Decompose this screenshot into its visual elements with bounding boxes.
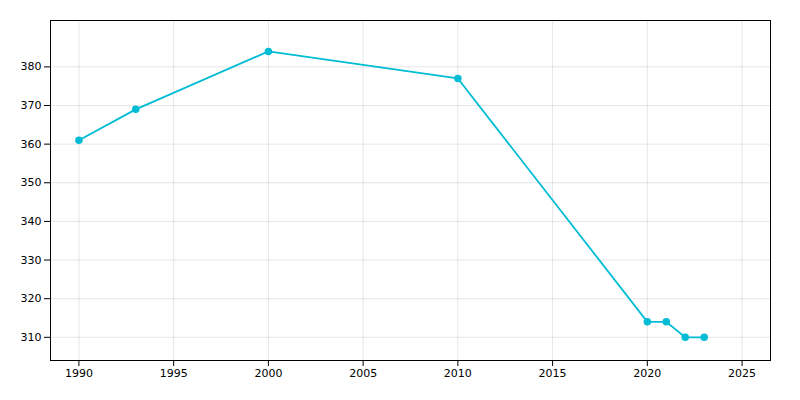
svg-text:320: 320: [21, 292, 42, 305]
svg-text:380: 380: [21, 60, 42, 73]
svg-text:330: 330: [21, 254, 42, 267]
svg-text:2000: 2000: [254, 367, 282, 380]
svg-text:2025: 2025: [728, 367, 756, 380]
svg-text:340: 340: [21, 215, 42, 228]
svg-text:370: 370: [21, 99, 42, 112]
svg-text:1990: 1990: [65, 367, 93, 380]
svg-text:350: 350: [21, 176, 42, 189]
svg-text:310: 310: [21, 331, 42, 344]
svg-text:2005: 2005: [349, 367, 377, 380]
svg-text:1995: 1995: [160, 367, 188, 380]
svg-text:360: 360: [21, 138, 42, 151]
svg-text:2020: 2020: [633, 367, 661, 380]
svg-text:2010: 2010: [444, 367, 472, 380]
svg-text:2015: 2015: [539, 367, 567, 380]
